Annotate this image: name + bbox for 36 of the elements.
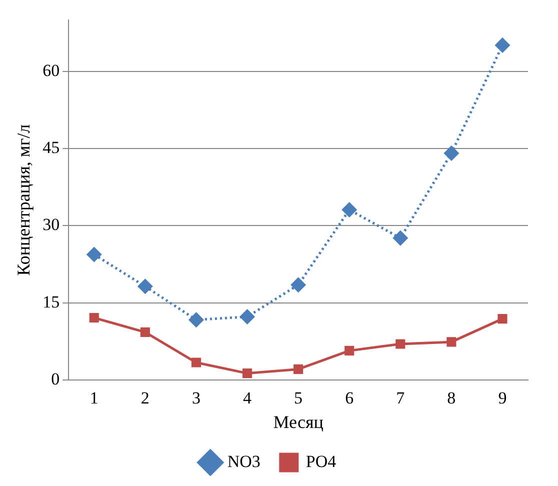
x-axis-title: Месяц (273, 412, 324, 432)
point (498, 314, 508, 324)
legend-label: PO4 (306, 452, 337, 471)
x-tick-label: 8 (447, 388, 456, 408)
x-tick-label: 6 (345, 388, 354, 408)
x-tick-label: 5 (294, 388, 303, 408)
point (344, 346, 354, 356)
y-axis-title: Концентрация, мг/л (14, 124, 34, 276)
point (393, 230, 408, 246)
point (191, 358, 201, 368)
x-tick-label: 9 (498, 388, 507, 408)
x-tick-label: 7 (396, 388, 406, 408)
point (495, 38, 510, 52)
point (86, 247, 102, 262)
x-tick-label: 3 (192, 388, 200, 408)
point (140, 327, 150, 337)
y-tick-label: 0 (51, 369, 60, 388)
point (242, 368, 252, 378)
point (396, 339, 406, 349)
point (446, 337, 456, 347)
point (89, 312, 99, 323)
legend-label: NO3 (227, 452, 260, 471)
point (138, 279, 152, 294)
x-tick-label: 4 (243, 388, 252, 408)
point (342, 202, 357, 218)
point (444, 146, 459, 160)
x-tick-label: 2 (140, 388, 150, 408)
x-tick-label: 1 (90, 388, 98, 408)
y-tick-label: 30 (42, 215, 60, 234)
y-tick-label: 45 (42, 138, 60, 158)
point (294, 364, 304, 374)
y-tick-label: 15 (42, 292, 60, 312)
point (188, 312, 204, 328)
point (240, 309, 255, 324)
point (291, 278, 306, 292)
y-tick-label: 60 (42, 60, 60, 80)
